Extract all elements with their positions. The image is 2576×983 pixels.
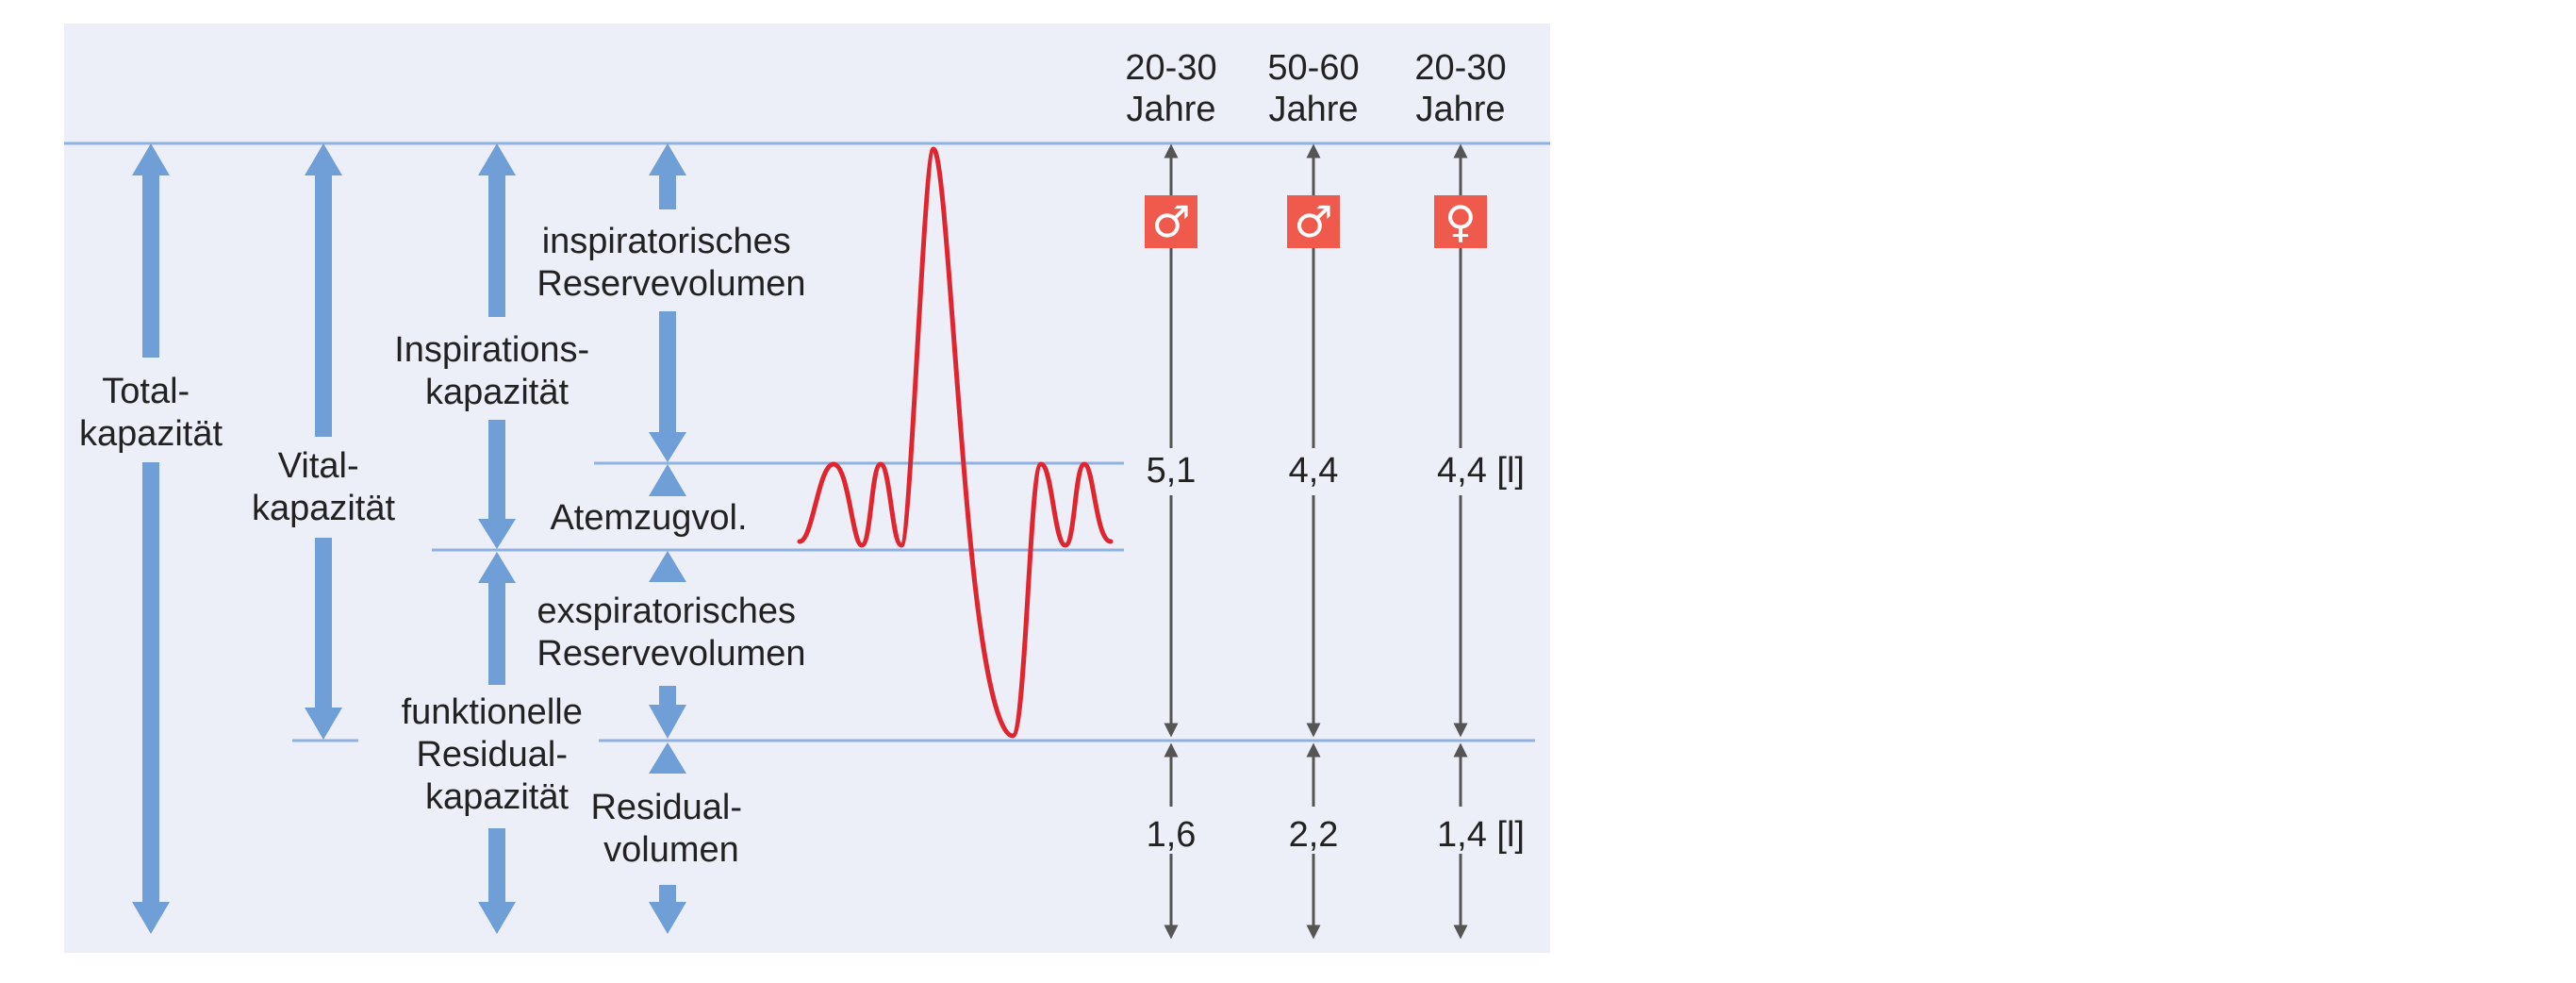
- svg-text:exspiratorisches Reservevo: exspiratorisches Reservevolumen: [537, 591, 805, 674]
- svg-text:Total- kapazität: Total- kapazität: [79, 372, 223, 454]
- column-1-residual-volume: 1,6: [1147, 815, 1197, 855]
- column-1-badge: [1145, 195, 1197, 248]
- expiratory-reserve-label-1: exspiratorisches: [537, 591, 796, 631]
- column-2-age-unit: Jahre: [1268, 90, 1358, 129]
- inspiration-capacity-arrow: [478, 143, 516, 549]
- inspiration-capacity-label-1: Inspirations-: [394, 330, 589, 370]
- residual-volume-label-2: volumen: [603, 830, 739, 870]
- female-icon: ♀: [1445, 196, 1477, 247]
- frc-label-3: kapazität: [425, 777, 570, 817]
- column-3-age-range: 20-30: [1414, 48, 1506, 88]
- column-1-age-range: 20-30: [1125, 48, 1216, 88]
- column-1-age-unit: Jahre: [1126, 90, 1215, 129]
- vital-capacity-arrow: [305, 143, 342, 740]
- frc-label-2: Residual-: [416, 735, 568, 775]
- value-column-2: 50-60 Jahre ♂ 4,4 2,2: [1267, 48, 1360, 940]
- column-3-residual-volume: 1,4 [l]: [1437, 815, 1525, 855]
- column-3-badge: [1434, 195, 1487, 248]
- svg-text:Vital- kapazität: Vital- kapazität: [252, 446, 396, 528]
- column-3-vital-capacity: 4,4 [l]: [1437, 451, 1525, 491]
- residual-volume-label-1: Residual-: [590, 788, 742, 827]
- residual-volume-arrow: [649, 742, 686, 934]
- svg-text:funktionelle Residual-: funktionelle Residual- kapazität: [402, 692, 593, 817]
- column-3-age-unit: Jahre: [1415, 90, 1505, 129]
- inspiratory-reserve-arrow: [649, 143, 686, 462]
- total-capacity-label-2: kapazität: [79, 414, 223, 454]
- male-icon: ♂: [1151, 196, 1190, 247]
- svg-text:Inspirations- kapazität: Inspirations- kapazität: [394, 330, 600, 412]
- column-1-vital-capacity: 5,1: [1147, 451, 1197, 491]
- functional-residual-capacity-arrow: [478, 552, 516, 934]
- male-icon: ♂: [1294, 196, 1332, 247]
- column-2-age-range: 50-60: [1267, 48, 1359, 88]
- spirogram-curve: [797, 146, 1114, 739]
- column-2-vital-capacity: 4,4: [1289, 451, 1339, 491]
- tidal-volume-label: Atemzugvol.: [550, 498, 747, 538]
- vital-capacity-label-1: Vital-: [278, 446, 359, 486]
- frc-label-1: funktionelle: [402, 692, 583, 732]
- inspiratory-reserve-label-2: Reservevolumen: [537, 264, 805, 304]
- expiratory-reserve-arrow: [649, 686, 686, 739]
- guide-lines: [64, 142, 1550, 742]
- column-2-badge: [1287, 195, 1340, 248]
- value-column-3: 20-30 Jahre ♀ 4,4 [l] 1,4 [l]: [1414, 48, 1525, 940]
- expiratory-reserve-label-2: Reservevolumen: [537, 634, 805, 674]
- total-capacity-label-1: Total-: [102, 372, 190, 411]
- inspiration-capacity-label-2: kapazität: [425, 373, 570, 412]
- svg-text:Residual- volumen: Residual- volumen: [590, 788, 751, 870]
- vital-capacity-label-2: kapazität: [252, 489, 396, 528]
- inspiratory-reserve-label-1: inspiratorisches: [542, 222, 791, 261]
- column-2-residual-volume: 2,2: [1289, 815, 1339, 855]
- value-column-1: 20-30 Jahre ♂ 5,1 1,6: [1125, 48, 1217, 940]
- total-capacity-arrow: [132, 143, 170, 934]
- tidal-volume-arrows: [649, 464, 686, 582]
- svg-text:inspiratorisches Reservevo: inspiratorisches Reservevolumen: [537, 222, 805, 304]
